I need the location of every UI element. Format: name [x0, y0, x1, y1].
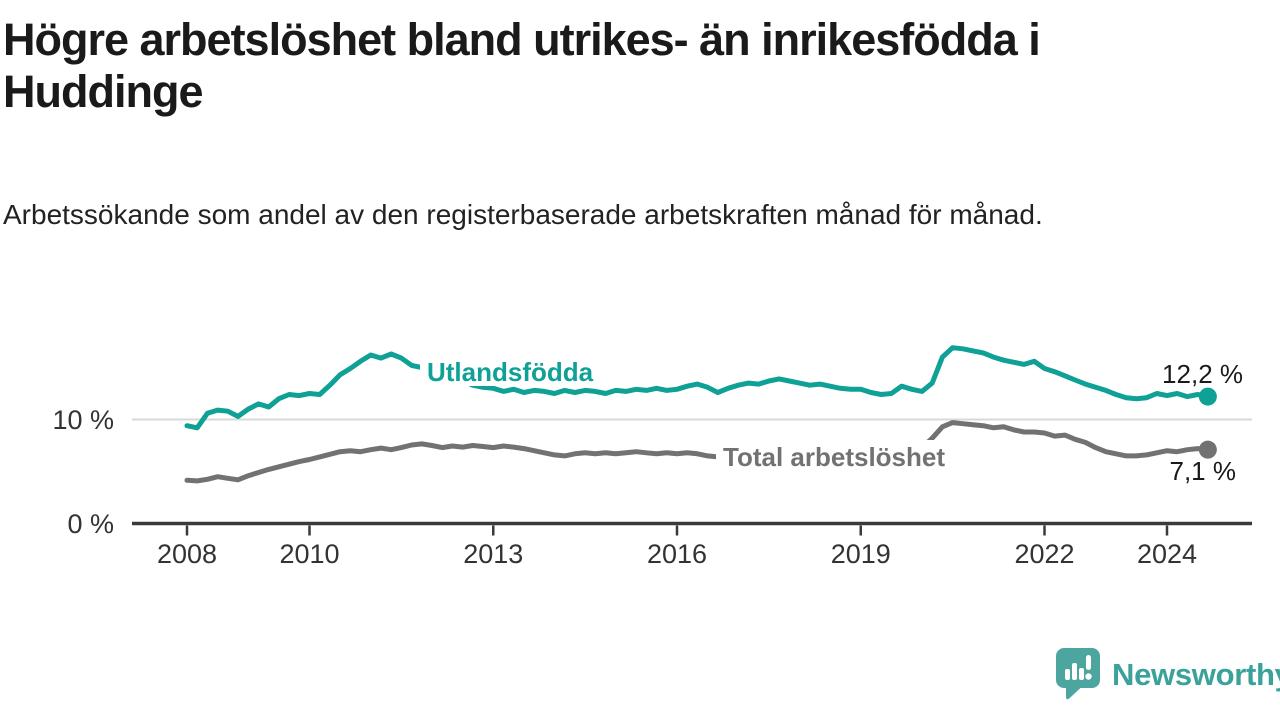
series-end-value: 7,1 % [1170, 456, 1237, 486]
y-tick-label: 0 % [67, 509, 114, 539]
x-tick-label: 2019 [831, 539, 891, 569]
newsworthy-wordmark: Newsworthy [1112, 656, 1280, 692]
x-tick-label: 2013 [463, 539, 523, 569]
newsworthy-brand: Newsworthy [1056, 648, 1280, 701]
series-end-dot [1198, 440, 1217, 459]
series-label: Total arbetslöshet [723, 442, 945, 472]
y-tick-label: 10 % [52, 405, 114, 435]
series-label-backdrop [716, 440, 998, 473]
newsworthy-chart-bubble-icon [1056, 648, 1100, 700]
x-tick-label: 2024 [1137, 539, 1197, 569]
series-end-value: 12,2 % [1162, 359, 1243, 389]
series-line-utlandsf-dda [184, 345, 1211, 431]
x-tick-label: 2010 [279, 539, 339, 569]
x-tick-label: 2022 [1014, 539, 1074, 569]
series-end-dot [1198, 387, 1217, 406]
series-label-backdrop [420, 352, 632, 386]
x-tick-label: 2016 [647, 539, 707, 569]
series-line-total-arbetsl-shet [184, 420, 1211, 484]
page-title: Högre arbetslöshet bland utrikes- än inr… [3, 14, 1041, 117]
chart-subtitle: Arbetssökande som andel av den registerb… [3, 199, 1043, 230]
series-label: Utlandsfödda [427, 357, 594, 387]
x-tick-label: 2008 [157, 539, 217, 569]
